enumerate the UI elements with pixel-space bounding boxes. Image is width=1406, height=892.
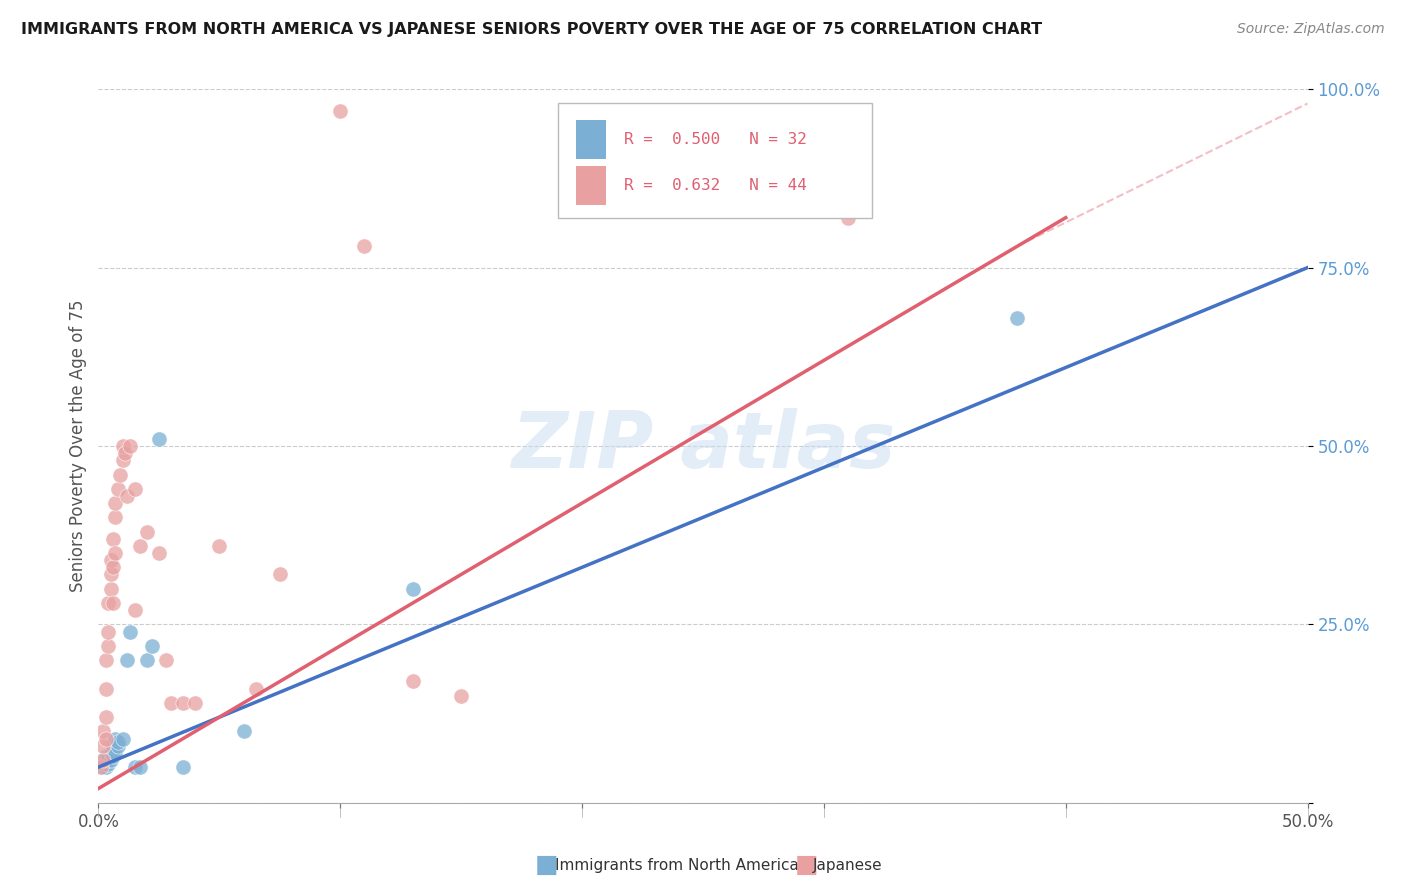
Point	[135, 524, 157, 539]
Point	[111, 439, 134, 453]
Point	[94, 753, 117, 767]
Point	[104, 731, 127, 746]
Point	[124, 603, 146, 617]
Point	[94, 749, 117, 764]
Point	[107, 735, 129, 749]
FancyBboxPatch shape	[558, 103, 872, 218]
Point	[118, 624, 141, 639]
Point	[184, 696, 207, 710]
Point	[128, 539, 150, 553]
Text: Japanese: Japanese	[813, 858, 883, 872]
Point	[94, 681, 117, 696]
Point	[1007, 310, 1029, 325]
Point	[232, 724, 254, 739]
Point	[124, 760, 146, 774]
Point	[104, 510, 127, 524]
Point	[100, 553, 122, 567]
Point	[208, 539, 231, 553]
Text: Immigrants from North America: Immigrants from North America	[555, 858, 799, 872]
Point	[90, 760, 112, 774]
Point	[329, 103, 352, 118]
Point	[269, 567, 291, 582]
Text: ■: ■	[794, 854, 818, 877]
Point	[148, 432, 170, 446]
Point	[117, 653, 139, 667]
Point	[135, 653, 157, 667]
Point	[117, 489, 139, 503]
Point	[108, 467, 131, 482]
Point	[160, 696, 183, 710]
Text: IMMIGRANTS FROM NORTH AMERICA VS JAPANESE SENIORS POVERTY OVER THE AGE OF 75 COR: IMMIGRANTS FROM NORTH AMERICA VS JAPANES…	[21, 22, 1042, 37]
Point	[101, 749, 124, 764]
Point	[100, 567, 122, 582]
Point	[91, 753, 114, 767]
Bar	[576, 166, 606, 205]
Point	[172, 760, 194, 774]
Point	[107, 739, 129, 753]
Point	[97, 596, 120, 610]
Point	[402, 582, 425, 596]
Point	[94, 731, 117, 746]
Point	[91, 724, 114, 739]
Y-axis label: Seniors Poverty Over the Age of 75: Seniors Poverty Over the Age of 75	[69, 300, 87, 592]
Point	[245, 681, 267, 696]
Point	[128, 760, 150, 774]
Point	[101, 560, 124, 574]
Point	[124, 482, 146, 496]
Bar	[576, 120, 606, 159]
Point	[91, 739, 114, 753]
Point	[114, 446, 136, 460]
Text: ZIP atlas: ZIP atlas	[510, 408, 896, 484]
Text: R =  0.632   N = 44: R = 0.632 N = 44	[624, 178, 807, 193]
Point	[107, 482, 129, 496]
Point	[111, 731, 134, 746]
Point	[97, 639, 120, 653]
Point	[148, 546, 170, 560]
Point	[450, 689, 472, 703]
Point	[104, 546, 127, 560]
Point	[118, 439, 141, 453]
Text: R =  0.500   N = 32: R = 0.500 N = 32	[624, 132, 807, 146]
Point	[100, 582, 122, 596]
Point	[97, 624, 120, 639]
Point	[97, 749, 120, 764]
Point	[104, 746, 127, 760]
Point	[402, 674, 425, 689]
Point	[94, 760, 117, 774]
Point	[100, 753, 122, 767]
Point	[90, 756, 112, 771]
Point	[111, 453, 134, 467]
Point	[101, 739, 124, 753]
Text: Source: ZipAtlas.com: Source: ZipAtlas.com	[1237, 22, 1385, 37]
Point	[837, 211, 859, 225]
Point	[101, 532, 124, 546]
Point	[172, 696, 194, 710]
Point	[141, 639, 163, 653]
Point	[94, 653, 117, 667]
Point	[90, 760, 112, 774]
Point	[97, 753, 120, 767]
Point	[94, 756, 117, 771]
Point	[91, 753, 114, 767]
Text: ■: ■	[534, 854, 558, 877]
Point	[91, 756, 114, 771]
Point	[155, 653, 177, 667]
Point	[97, 756, 120, 771]
Point	[104, 496, 127, 510]
Point	[101, 596, 124, 610]
Point	[94, 710, 117, 724]
Point	[91, 760, 114, 774]
Point	[100, 746, 122, 760]
Point	[353, 239, 375, 253]
